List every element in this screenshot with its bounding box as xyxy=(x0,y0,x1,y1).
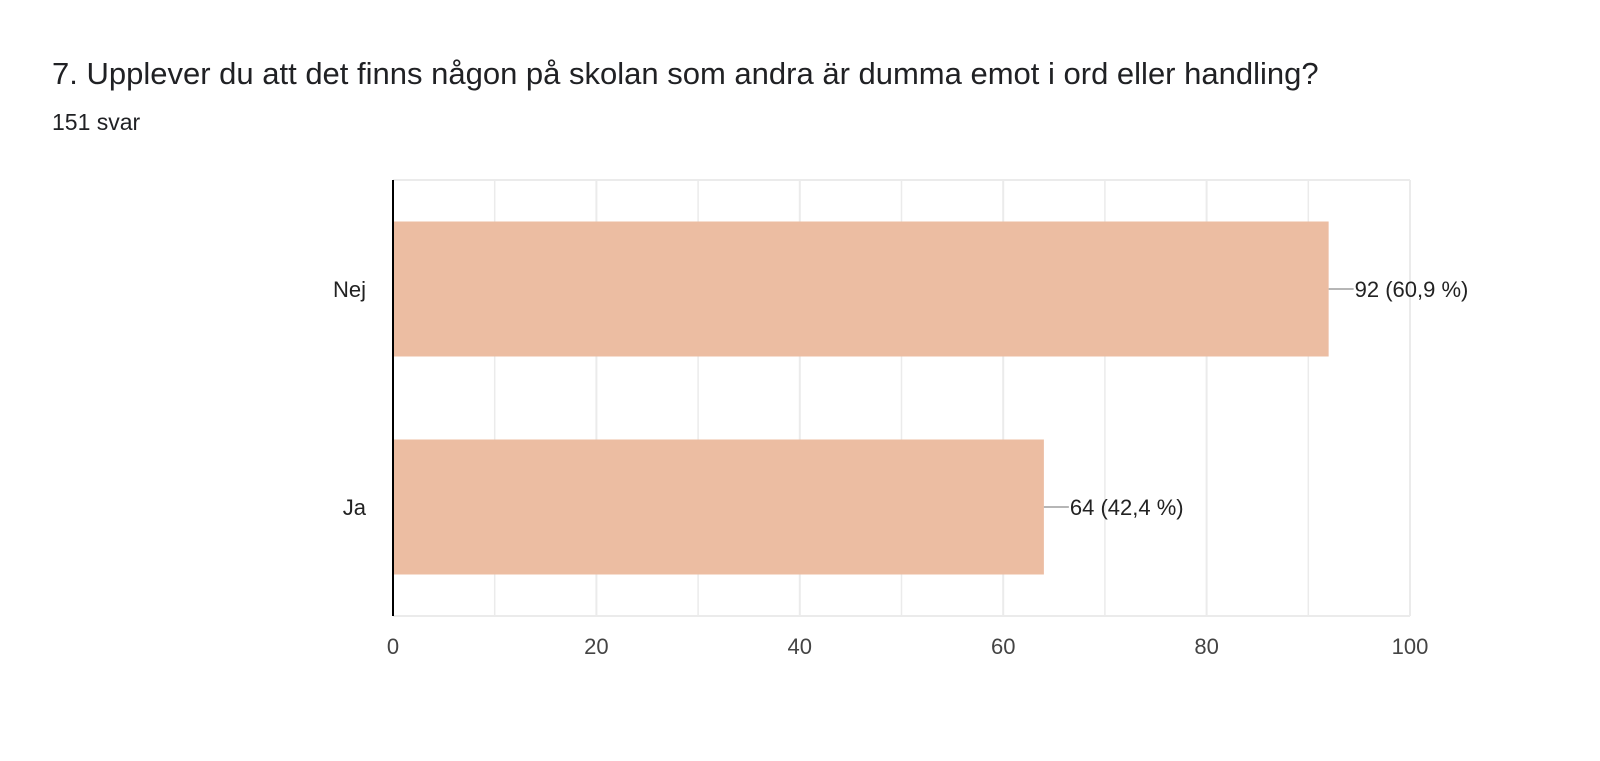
bar-ja xyxy=(393,439,1044,575)
x-tick-label: 0 xyxy=(387,634,399,659)
question-title: 7. Upplever du att det finns någon på sk… xyxy=(52,56,1319,91)
x-tick-label: 100 xyxy=(1392,634,1429,659)
x-tick-label: 80 xyxy=(1194,634,1218,659)
x-tick-label: 60 xyxy=(991,634,1015,659)
category-label-ja: Ja xyxy=(343,495,367,520)
data-label-ja: 64 (42,4 %) xyxy=(1070,495,1184,520)
x-tick-label: 20 xyxy=(584,634,608,659)
category-label-nej: Nej xyxy=(333,277,366,302)
bar-nej xyxy=(393,221,1329,357)
data-label-nej: 92 (60,9 %) xyxy=(1355,277,1469,302)
response-count: 151 svar xyxy=(52,109,141,135)
x-tick-label: 40 xyxy=(788,634,812,659)
